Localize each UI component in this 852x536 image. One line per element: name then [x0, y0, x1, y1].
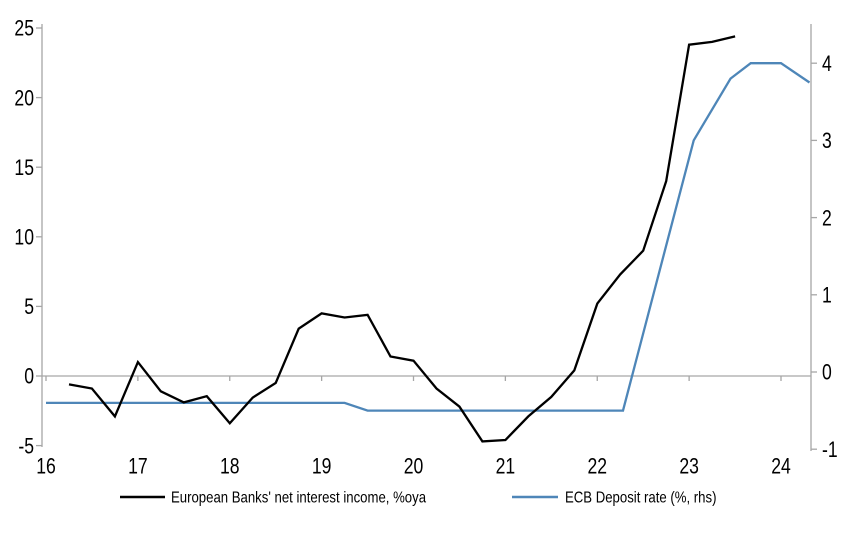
series-line-net-interest-income — [68, 35, 736, 443]
left-axis-tick-label: 10 — [14, 226, 34, 250]
legend: European Banks' net interest income, %oy… — [120, 489, 716, 507]
right-axis-tick-label: -1 — [822, 438, 838, 462]
x-axis-tick-label: 20 — [404, 455, 424, 479]
x-axis-tick-label: 22 — [587, 455, 607, 479]
x-axis-tick-label: 18 — [220, 455, 240, 479]
right-axis-tick-label: 2 — [822, 207, 832, 231]
left-axis-tick-label: 0 — [24, 365, 34, 389]
left-axis-tick-label: -5 — [18, 435, 34, 459]
x-axis-tick-label: 21 — [496, 455, 516, 479]
x-axis-tick-label: 23 — [679, 455, 699, 479]
left-axis-tick-label: 5 — [24, 295, 34, 319]
left-axis-tick-label: 25 — [14, 17, 34, 41]
x-axis-tick-label: 17 — [128, 455, 148, 479]
legend-label-net-interest-income: European Banks' net interest income, %oy… — [171, 489, 426, 506]
series-line-ecb-deposit-rate — [46, 62, 811, 412]
left-axis-tick-label: 20 — [14, 87, 34, 111]
left-axis-tick-label: 15 — [14, 156, 34, 180]
right-axis-tick-label: 0 — [822, 361, 832, 385]
right-axis-tick-label: 1 — [822, 284, 832, 308]
x-axis-tick-label: 19 — [312, 455, 332, 479]
series-group — [46, 35, 811, 443]
x-axis-tick-label: 16 — [36, 455, 56, 479]
right-axis-tick-label: 3 — [822, 129, 832, 153]
right-axis-tick-label: 4 — [822, 52, 832, 76]
x-axis-tick-label: 24 — [771, 455, 791, 479]
legend-label-ecb-deposit-rate: ECB Deposit rate (%, rhs) — [565, 489, 716, 506]
